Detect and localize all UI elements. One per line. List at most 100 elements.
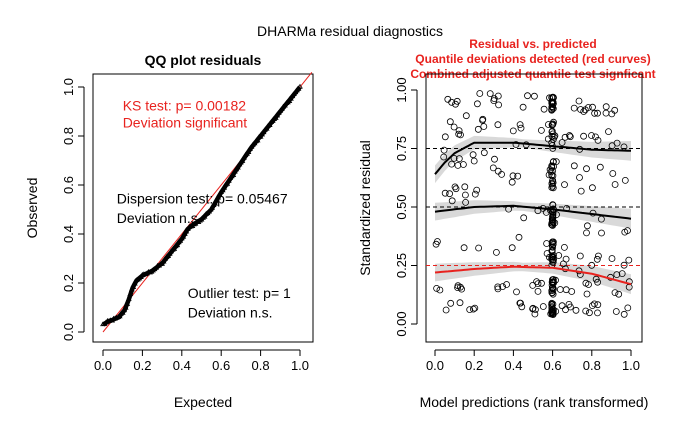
residual-point xyxy=(491,155,498,163)
qq-point xyxy=(266,122,273,128)
qq-point xyxy=(172,243,179,249)
qq-point xyxy=(215,194,222,200)
residual-point xyxy=(605,128,612,136)
residual-x-tick-label: 0.0 xyxy=(426,358,444,373)
residual-x-tick-label: 1.0 xyxy=(622,358,640,373)
qq-point xyxy=(239,158,246,163)
residual-point xyxy=(442,306,450,314)
residual-point xyxy=(474,125,482,133)
residual-point xyxy=(549,105,557,112)
qq-point xyxy=(224,180,231,186)
residual-point xyxy=(548,289,556,297)
residual-point xyxy=(533,278,540,286)
qq-point xyxy=(242,152,249,157)
qq-point xyxy=(287,95,294,101)
residual-point xyxy=(518,303,526,311)
residual-point xyxy=(577,187,585,195)
qq-point xyxy=(284,99,291,105)
residual-point xyxy=(595,252,602,260)
figure-title: DHARMa residual diagnostics xyxy=(257,23,443,39)
qq-x-tick-label: 0.8 xyxy=(252,358,270,373)
qq-point xyxy=(209,204,216,210)
residual-point xyxy=(517,124,525,132)
residual-point xyxy=(583,165,590,173)
qq-point xyxy=(281,102,288,108)
residual-point xyxy=(531,92,538,100)
residual-point xyxy=(461,183,469,191)
qq-point xyxy=(197,217,203,223)
qq-point xyxy=(131,280,138,286)
residual-point xyxy=(568,288,576,295)
qq-point xyxy=(137,274,144,279)
qq-x-axis-label: Expected xyxy=(174,394,232,410)
residual-point xyxy=(577,106,584,113)
residual-point xyxy=(454,161,462,169)
qq-point xyxy=(295,85,302,91)
residual-point xyxy=(594,301,602,309)
qq-point xyxy=(169,246,176,252)
quantile-confidence-band xyxy=(435,135,631,184)
residual-point xyxy=(549,176,557,184)
qq-point xyxy=(119,310,126,315)
residual-point xyxy=(589,103,596,111)
residual-point xyxy=(433,238,441,245)
residual-point xyxy=(575,97,583,105)
residual-point xyxy=(553,211,560,219)
qq-y-tick-label: 1.0 xyxy=(61,78,76,96)
residual-point xyxy=(516,299,524,307)
residual-point xyxy=(548,246,556,254)
residual-point xyxy=(446,190,454,198)
residual-point xyxy=(548,253,556,261)
residual-point xyxy=(615,290,623,298)
qq-annotation: Dispersion test: p= 0.05467 xyxy=(117,190,288,206)
residual-point xyxy=(613,271,621,279)
residual-point xyxy=(621,176,629,184)
qq-plot-marks xyxy=(100,71,313,333)
residual-point xyxy=(458,285,466,293)
residual-point xyxy=(549,220,557,227)
residual-point xyxy=(561,133,569,141)
residual-point xyxy=(620,261,628,269)
qq-point xyxy=(171,246,178,251)
residual-point xyxy=(455,155,463,163)
residual-point xyxy=(480,149,488,157)
residual-point xyxy=(556,286,564,293)
qq-y-tick-label: 0.8 xyxy=(61,127,76,145)
residual-point xyxy=(441,133,449,141)
residual-point xyxy=(539,303,547,310)
residual-point xyxy=(549,218,557,226)
qq-y-tick-label: 0.4 xyxy=(61,225,76,243)
qq-point xyxy=(183,228,190,234)
residual-plot-area xyxy=(425,73,643,343)
qq-point xyxy=(268,119,275,125)
residual-point xyxy=(560,260,567,268)
residual-point xyxy=(452,185,460,193)
residual-point xyxy=(440,146,448,154)
qq-point xyxy=(241,154,247,160)
qq-point xyxy=(116,313,123,319)
residual-point xyxy=(549,158,557,166)
qq-point xyxy=(134,276,141,282)
residual-y-tick-label: 0.25 xyxy=(394,253,409,278)
residual-y-tick-label: 1.00 xyxy=(394,77,409,102)
residual-point xyxy=(509,127,517,135)
residual-point xyxy=(602,103,610,111)
qq-point xyxy=(166,250,173,256)
qq-point xyxy=(265,122,272,128)
residual-point xyxy=(549,217,556,225)
residual-point xyxy=(466,306,474,314)
qq-point xyxy=(254,137,261,143)
residual-point xyxy=(561,243,568,251)
qq-point xyxy=(263,125,270,131)
residual-point xyxy=(549,309,557,317)
residual-point xyxy=(549,258,557,266)
residual-point xyxy=(471,190,479,198)
residual-point xyxy=(462,198,470,206)
qq-point xyxy=(159,260,166,266)
qq-y-tick-label: 0.0 xyxy=(61,323,76,341)
residual-point xyxy=(524,92,531,100)
residual-x-tick-label: 0.4 xyxy=(504,358,522,373)
residual-point xyxy=(609,170,617,177)
residual-point xyxy=(594,309,601,317)
